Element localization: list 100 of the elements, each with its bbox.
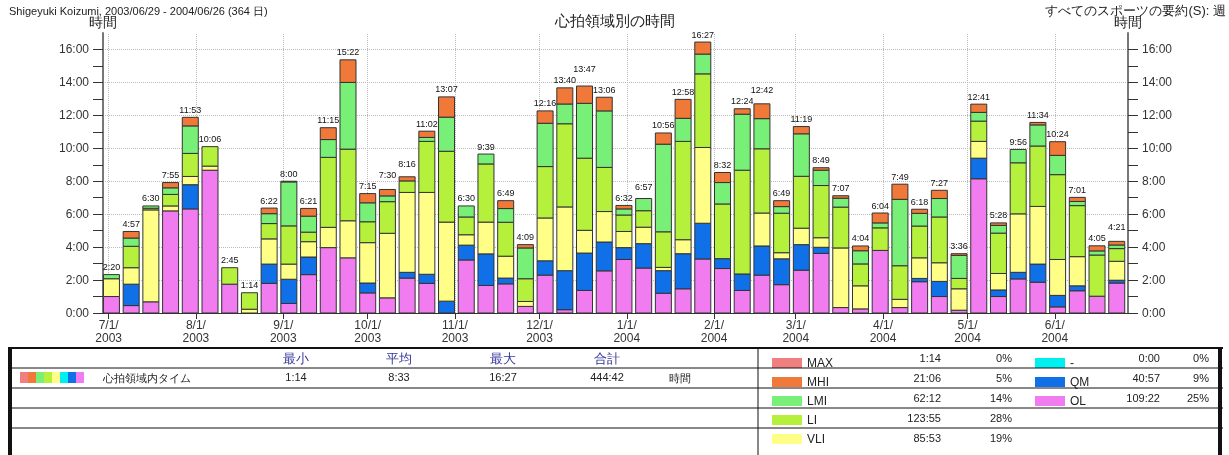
text: 合計 (594, 350, 620, 368)
total-label: 8:32 (713, 160, 732, 171)
total-label: 4:04 (851, 233, 870, 244)
text: 40:57 (1132, 372, 1160, 384)
total-label: 6:49 (772, 188, 791, 199)
legend-label: VLI (807, 432, 826, 446)
y2-tick-label: 0:00 (1142, 306, 1166, 320)
y2-tick-label: 8:00 (1142, 174, 1166, 189)
total-label: 9:39 (477, 141, 495, 152)
text: 21:06 (913, 372, 941, 384)
text: 123:55 (907, 412, 941, 424)
total-label: 12:58 (671, 86, 695, 97)
chart-title: 心拍領域別の時間 (553, 12, 675, 29)
x-tick-label: 3/1/ 2004 (782, 317, 810, 345)
total-label: 11:19 (790, 114, 813, 125)
legend-label: LMI (807, 394, 828, 408)
text: 85:53 (913, 432, 941, 444)
total-label: 13:47 (573, 64, 596, 75)
total-label: 12:41 (967, 91, 991, 102)
total-label: 6:30 (142, 193, 160, 204)
total-label: 11:34 (1026, 109, 1049, 120)
total-label: 8:49 (812, 155, 830, 166)
total-label: 7:01 (1068, 184, 1087, 195)
total-label: 5:28 (989, 210, 1008, 221)
total-label: 1:14 (240, 280, 259, 291)
total-label: 11:02 (415, 118, 438, 129)
legend-label: QM (1070, 375, 1090, 389)
chart-subtitle: Shigeyuki Koizumi, 2003/06/29 - 2004/06/26 (364 日) (9, 4, 268, 17)
text: 0:00 (1138, 352, 1160, 364)
y-tick-label: 2:00 (65, 273, 90, 288)
total-label: 4:21 (1107, 222, 1126, 233)
total-label: 11:53 (179, 104, 202, 115)
y-tick-label: 8:00 (65, 174, 90, 189)
total-label: 7:30 (378, 170, 397, 181)
text: 時間 (669, 371, 691, 386)
y2-tick-label: 10:00 (1142, 141, 1173, 156)
text: 109:22 (1126, 392, 1160, 404)
total-label: 6:22 (260, 195, 278, 206)
total-label: 15:22 (336, 47, 360, 58)
text: 0% (1193, 352, 1209, 364)
x-tick-label: 12/1/ 2003 (526, 317, 554, 345)
text: 1:14 (285, 371, 307, 383)
y-tick-label: 0:00 (65, 306, 90, 320)
text: 心拍領域内タイム (103, 371, 191, 386)
y2-tick-label: 6:00 (1142, 207, 1166, 222)
total-label: 13:07 (435, 84, 458, 95)
x-tick-label: 5/1/ 2004 (954, 317, 982, 345)
total-label: 4:09 (516, 232, 535, 243)
text: 19% (989, 432, 1012, 444)
total-label: 7:55 (161, 170, 180, 181)
y-tick-label: 4:00 (65, 240, 90, 255)
y-tick-label: 14:00 (58, 75, 90, 90)
y2-tick-label: 16:00 (1142, 42, 1173, 57)
total-label: 13:40 (553, 75, 577, 86)
y-tick-label: 6:00 (65, 207, 90, 222)
total-label: 12:42 (750, 85, 774, 96)
total-label: 7:07 (832, 183, 850, 194)
total-label: 3:36 (950, 241, 968, 252)
total-label: 6:18 (910, 196, 929, 207)
x-tick-label: 1/1/ 2004 (613, 317, 641, 345)
total-label: 4:05 (1088, 233, 1106, 244)
y-axis-title: 時間 (89, 14, 117, 30)
y2-tick-label: 14:00 (1142, 75, 1173, 90)
text: 28% (989, 412, 1012, 424)
legend-label: MAX (807, 356, 834, 370)
text: 平均 (386, 350, 412, 368)
total-label: 6:04 (871, 200, 889, 211)
total-label: 6:32 (615, 192, 633, 203)
text: 8:33 (388, 371, 410, 383)
legend-label: - (1070, 356, 1074, 370)
x-tick-label: 2/1/ 2004 (700, 317, 728, 345)
legend-label: OL (1070, 394, 1087, 408)
x-tick-label: 9/1/ 2003 (269, 317, 297, 345)
total-label: 13:06 (592, 84, 616, 95)
total-label: 2:45 (220, 255, 239, 266)
total-label: 16:27 (691, 29, 715, 40)
y2-tick-label: 4:00 (1142, 240, 1166, 255)
y2-tick-label: 12:00 (1142, 108, 1173, 123)
text: 444:42 (590, 371, 624, 383)
x-tick-label: 7/1/ 2003 (95, 317, 123, 345)
total-label: 12:24 (730, 96, 754, 107)
total-label: 8:16 (398, 159, 416, 170)
y-tick-label: 16:00 (58, 42, 90, 57)
x-tick-label: 8/1/ 2003 (182, 317, 210, 345)
total-label: 10:24 (1046, 129, 1069, 140)
text: 1:14 (919, 352, 941, 364)
y2-tick-label: 2:00 (1142, 273, 1166, 288)
total-label: 11:15 (317, 115, 340, 126)
text: 14% (989, 392, 1012, 404)
legend-label: LI (807, 413, 818, 427)
total-label: 4:57 (122, 218, 140, 229)
total-label: 12:16 (533, 98, 557, 109)
text: 5% (996, 372, 1012, 384)
text: 16:27 (489, 371, 517, 383)
text: 9% (1193, 372, 1209, 384)
total-label: 6:57 (634, 181, 653, 192)
text: 最小 (283, 350, 309, 368)
legend-label: MHI (807, 375, 829, 389)
x-tick-label: 10/1/ 2003 (354, 317, 382, 345)
text: 最大 (490, 350, 516, 368)
